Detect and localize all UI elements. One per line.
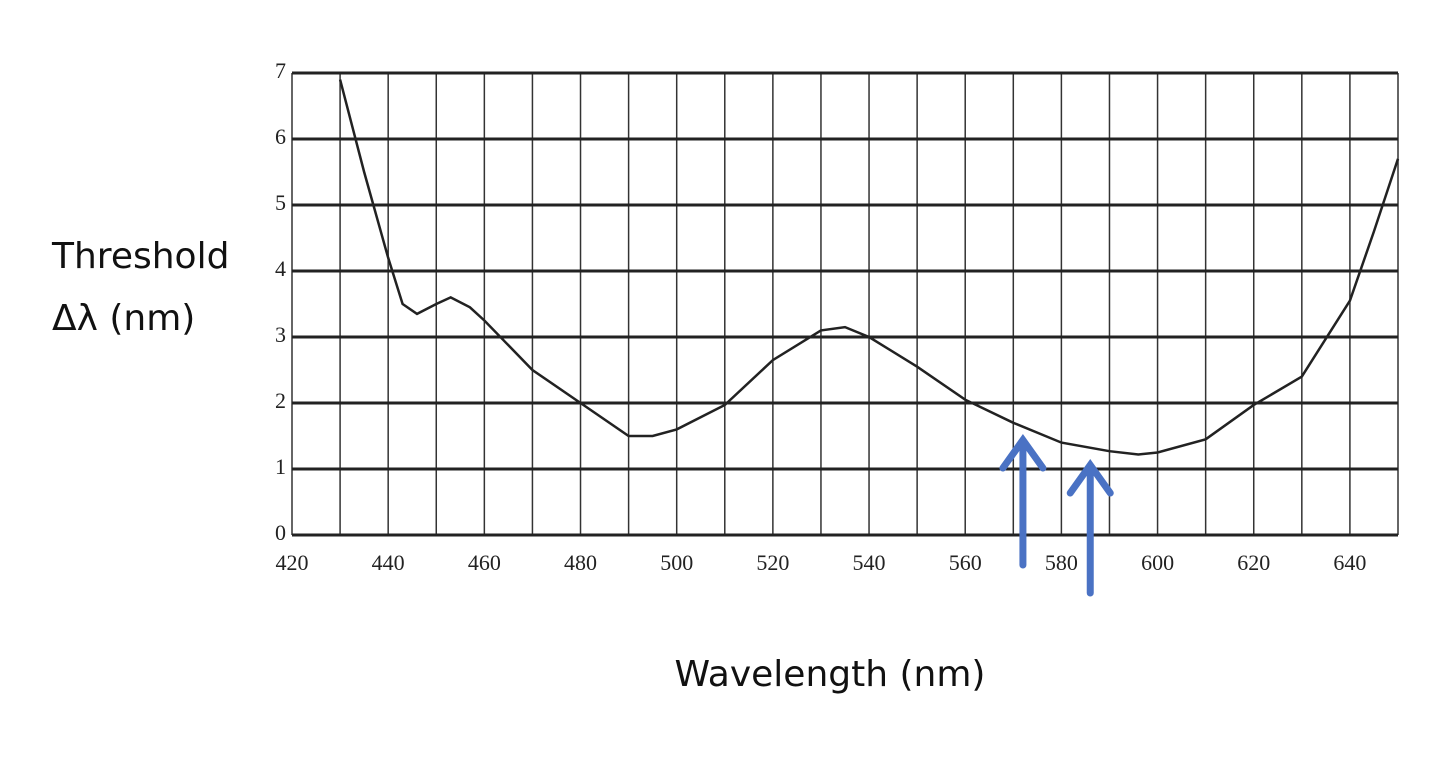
x-tick-label: 460 [468,550,501,575]
y-tick-label: 4 [275,256,286,281]
x-tick-label: 640 [1333,550,1366,575]
x-tick-label: 540 [853,550,886,575]
arrow [1066,458,1114,597]
y-tick-label: 6 [275,124,286,149]
y-axis-label: Threshold [51,236,229,277]
y-tick-label: 0 [275,520,286,545]
y-tick-label: 2 [275,388,286,413]
x-tick-label: 560 [949,550,982,575]
x-axis-label: Wavelength (nm) [675,654,986,695]
x-tick-label: 420 [276,550,309,575]
y-axis-label: Δλ (nm) [52,298,195,339]
data-line [338,79,1400,456]
arrow [999,433,1047,569]
x-tick-label: 500 [660,550,693,575]
x-tick-label: 580 [1045,550,1078,575]
x-tick-label: 480 [564,550,597,575]
y-tick-label: 5 [275,190,286,215]
x-tick-label: 600 [1141,550,1174,575]
x-tick-label: 520 [756,550,789,575]
y-tick-label: 7 [275,58,286,83]
y-tick-label: 1 [275,454,286,479]
x-tick-label: 620 [1237,550,1270,575]
y-tick-label: 3 [275,322,286,347]
x-tick-label: 440 [372,550,405,575]
